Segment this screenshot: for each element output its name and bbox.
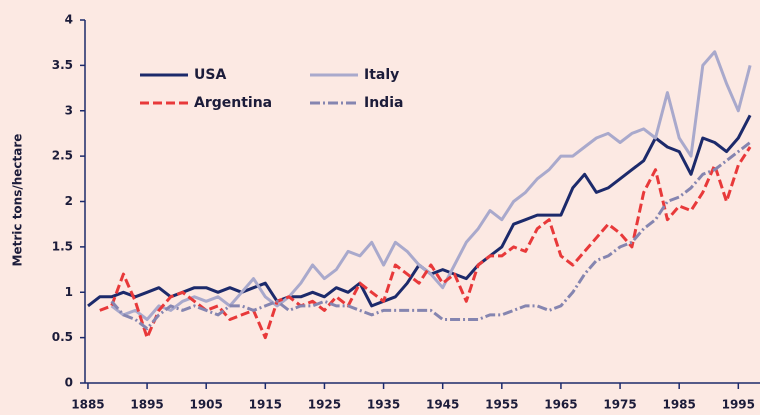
y-tick-label: 1	[65, 285, 73, 299]
x-tick-label: 1905	[189, 398, 222, 412]
series-line	[110, 141, 752, 331]
series-line	[87, 114, 752, 308]
series-line	[99, 146, 752, 340]
y-tick-label: 2.5	[52, 149, 73, 163]
x-tick-label: 1995	[722, 398, 755, 412]
x-tick-label: 1945	[426, 398, 459, 412]
x-tick-label: 1955	[485, 398, 518, 412]
y-tick-label: 1.5	[52, 239, 73, 253]
y-tick-label: 0	[65, 376, 73, 390]
legend-label: USA	[194, 67, 226, 83]
x-tick-label: 1885	[71, 398, 104, 412]
legend-label: Argentina	[194, 95, 272, 111]
y-tick-label: 3.5	[52, 58, 73, 72]
y-tick-label: 4	[65, 13, 73, 27]
y-tick-label: 0.5	[52, 330, 73, 344]
series-line	[110, 50, 752, 321]
y-tick-label: 2	[65, 194, 73, 208]
x-tick-label: 1985	[662, 398, 695, 412]
x-tick-label: 1975	[603, 398, 636, 412]
y-tick-label: 3	[65, 103, 73, 117]
legend-label: Italy	[364, 67, 399, 83]
legend-label: India	[364, 95, 403, 111]
x-tick-label: 1935	[367, 398, 400, 412]
x-tick-label: 1915	[249, 398, 282, 412]
x-tick-label: 1895	[130, 398, 163, 412]
y-axis-label: Metric tons/hectare	[11, 134, 25, 267]
x-tick-label: 1925	[308, 398, 341, 412]
x-tick-label: 1965	[544, 398, 577, 412]
